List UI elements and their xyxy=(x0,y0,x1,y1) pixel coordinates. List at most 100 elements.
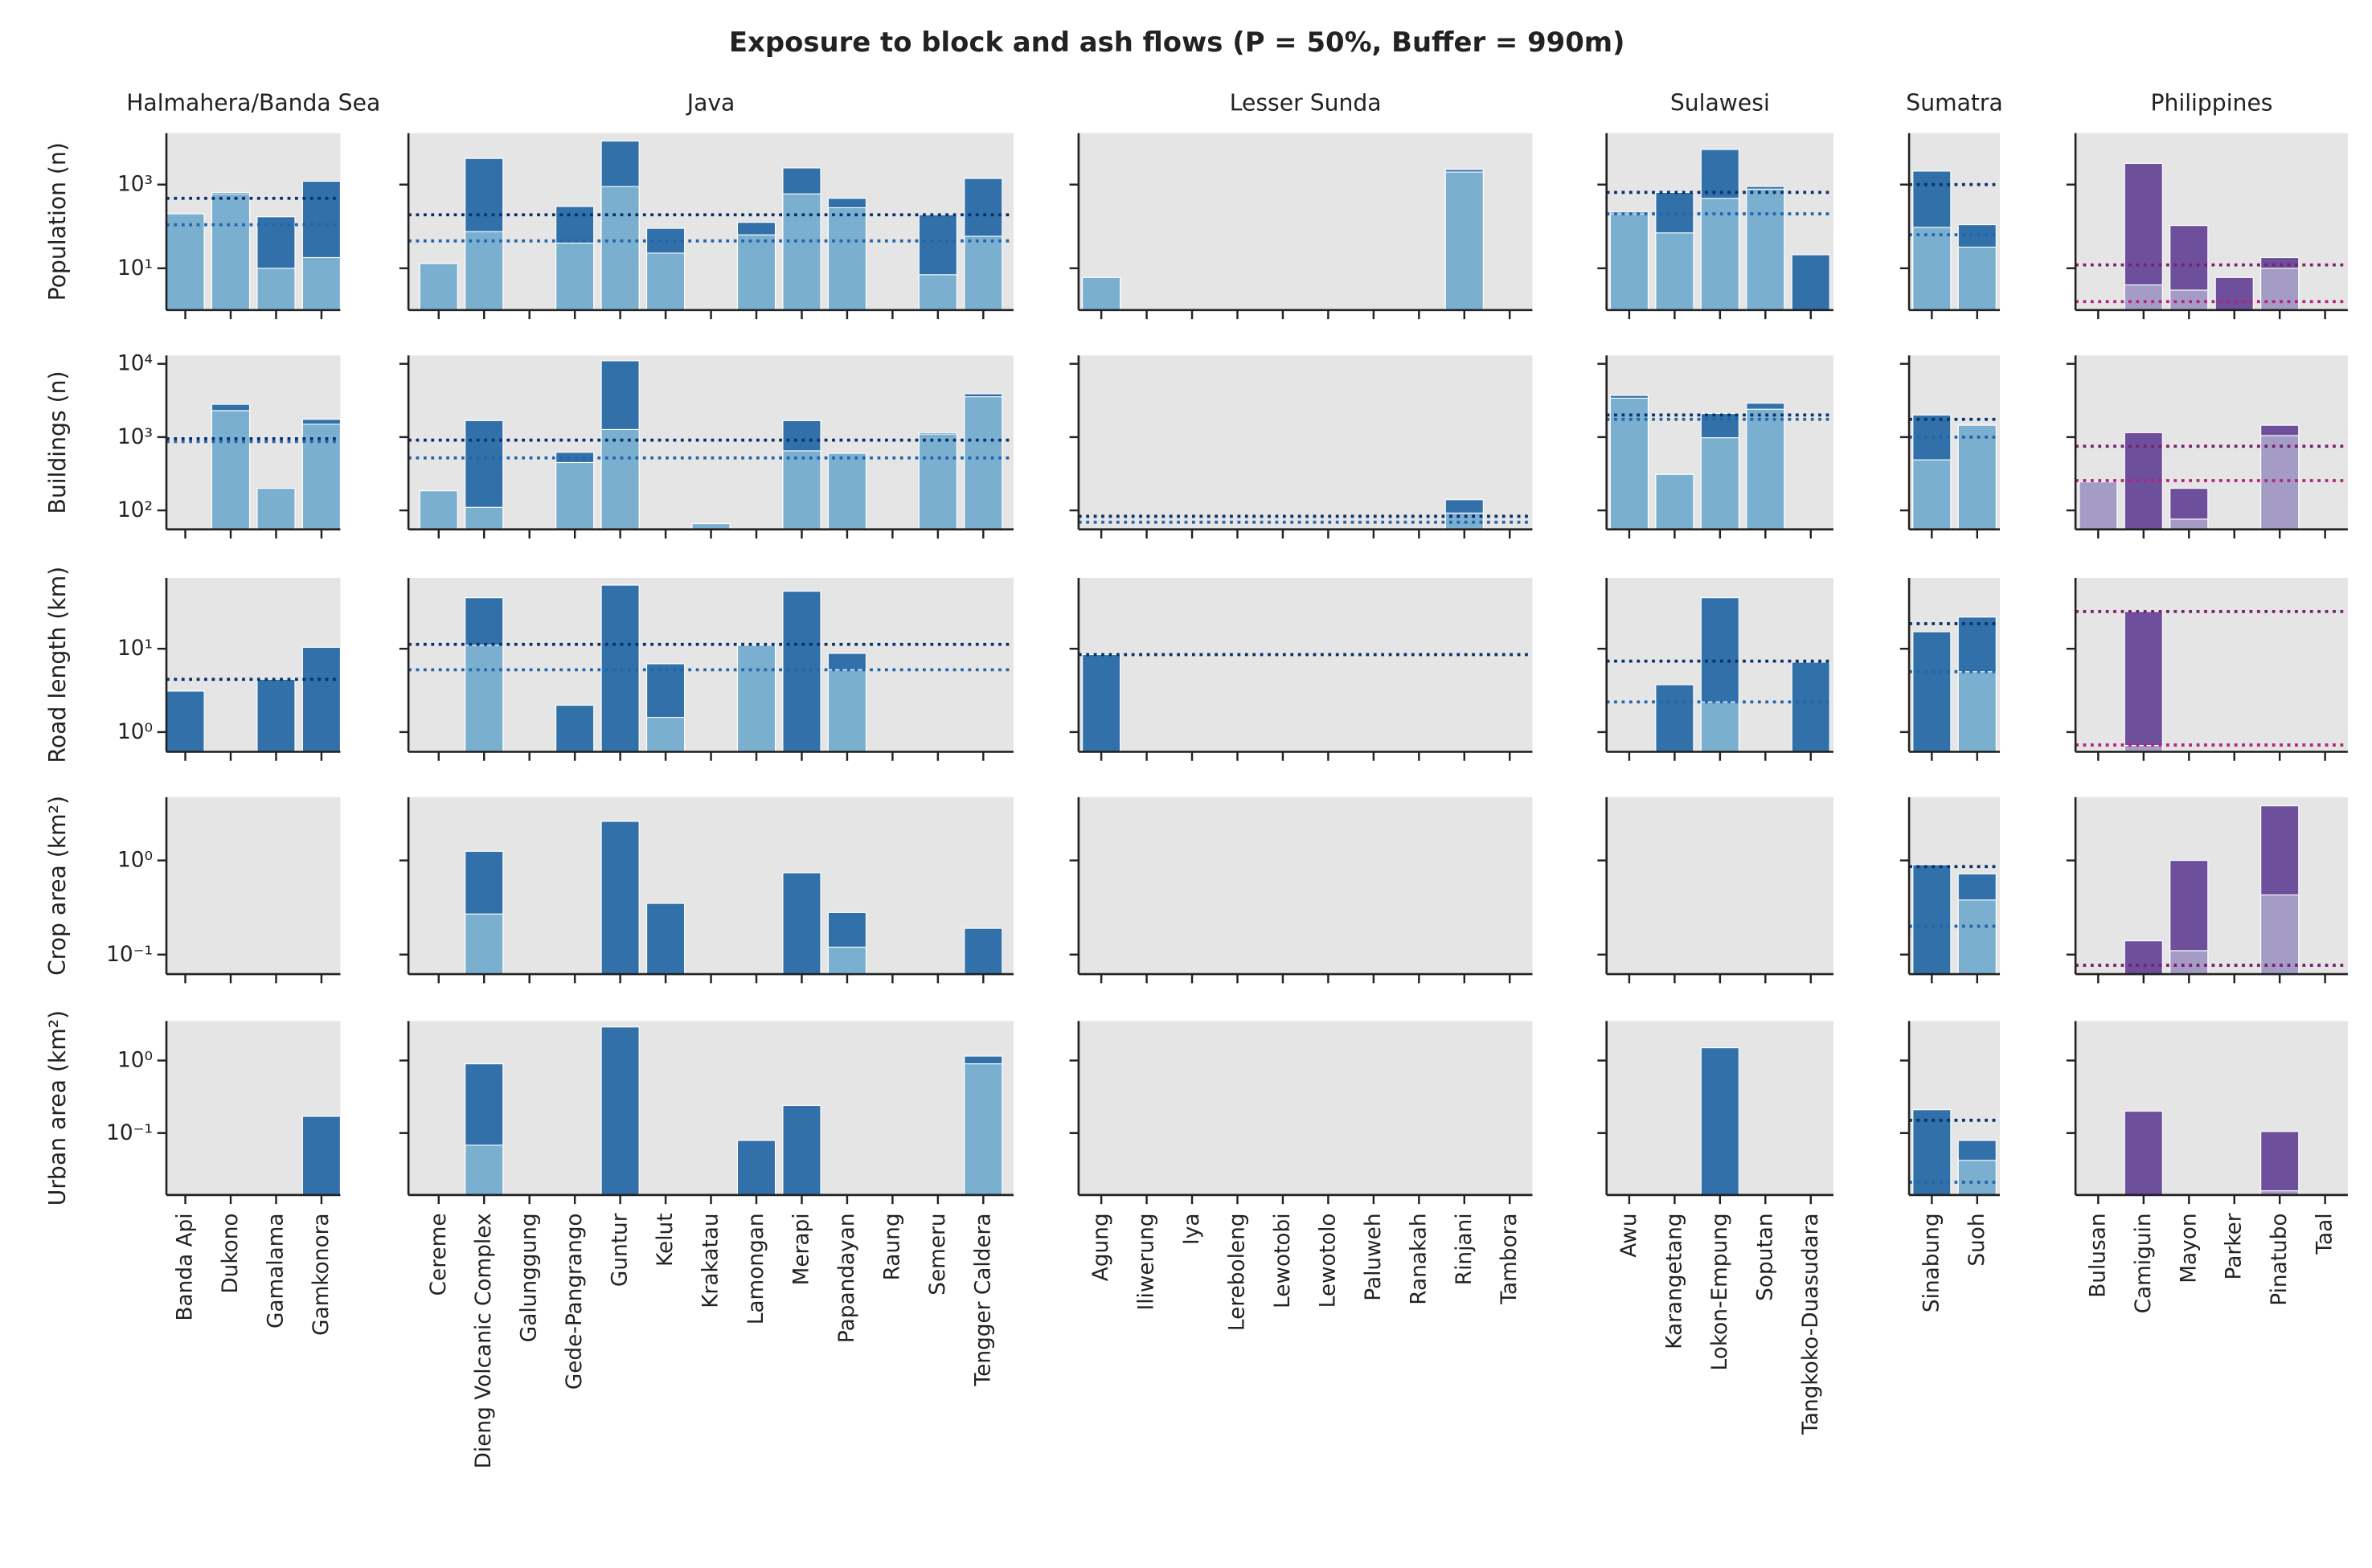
bar xyxy=(1957,246,1997,311)
bar xyxy=(600,186,640,311)
y-axis-label: Road length (km) xyxy=(44,567,71,764)
bar xyxy=(465,231,504,311)
bar xyxy=(1791,254,1830,311)
x-tick-label: Papandayan xyxy=(835,1213,859,1343)
bar xyxy=(166,690,205,752)
bar xyxy=(1655,473,1694,530)
y-axis-label: Urban area (km²) xyxy=(44,1010,71,1206)
bar xyxy=(1655,232,1694,311)
bar xyxy=(1444,171,1484,311)
bar xyxy=(645,903,686,975)
bar xyxy=(600,821,640,975)
y-tick-label: 10¹ xyxy=(117,637,153,661)
bar xyxy=(964,1063,1003,1196)
bar xyxy=(1912,631,1952,752)
bar xyxy=(600,1026,640,1196)
bar xyxy=(782,591,821,752)
bar xyxy=(256,488,296,530)
bar xyxy=(2260,268,2300,311)
bar xyxy=(600,428,640,530)
group-title: Java xyxy=(686,89,735,116)
x-tick-label: Tambora xyxy=(1497,1213,1522,1304)
bar xyxy=(1082,276,1121,311)
y-tick-label: 10⁴ xyxy=(117,352,153,376)
x-tick-label: Semeru xyxy=(926,1213,950,1295)
bar xyxy=(964,927,1003,975)
bar xyxy=(2214,276,2254,311)
x-tick-label: Awu xyxy=(1617,1213,1641,1257)
x-tick-label: Ranakah xyxy=(1407,1213,1431,1304)
x-tick-label: Tangkoko-Duasudara xyxy=(1799,1213,1823,1435)
x-tick-label: Sinabung xyxy=(1919,1213,1944,1312)
bar xyxy=(419,263,458,311)
x-tick-label: Gamalama xyxy=(264,1213,288,1329)
panel-background xyxy=(2075,577,2348,752)
x-tick-label: Krakatau xyxy=(699,1213,723,1308)
bar xyxy=(2124,940,2163,975)
bar xyxy=(1912,459,1952,530)
x-tick-label: Iya xyxy=(1180,1213,1204,1244)
panel-background xyxy=(408,577,1014,752)
x-tick-label: Karangetang xyxy=(1662,1213,1686,1349)
panel-background xyxy=(166,796,341,975)
bar xyxy=(2124,611,2163,752)
bar xyxy=(645,252,686,311)
bar xyxy=(1700,701,1739,752)
y-axis-label: Crop area (km²) xyxy=(44,796,71,976)
bar xyxy=(1700,437,1739,530)
y-tick-label: 10² xyxy=(117,498,153,522)
x-tick-label: Tengger Caldera xyxy=(971,1213,995,1386)
x-tick-label: Merapi xyxy=(789,1213,813,1285)
x-tick-label: Lewotobi xyxy=(1271,1213,1295,1308)
bar xyxy=(465,506,504,530)
x-tick-label: Parker xyxy=(2222,1213,2247,1279)
bar xyxy=(1700,198,1739,311)
x-tick-label: Mayon xyxy=(2177,1213,2201,1283)
bar xyxy=(166,213,205,311)
x-tick-label: Lewotolo xyxy=(1316,1213,1340,1308)
x-tick-label: Rinjani xyxy=(1452,1213,1477,1285)
x-tick-label: Lamongan xyxy=(744,1213,768,1324)
y-tick-label: 10³ xyxy=(117,173,153,197)
bar xyxy=(301,1116,342,1196)
bar xyxy=(555,704,595,752)
x-tick-label: Camiguin xyxy=(2132,1213,2156,1313)
bar xyxy=(555,461,595,530)
panel-background xyxy=(2075,355,2348,530)
panel-background xyxy=(2075,1021,2348,1195)
bar xyxy=(2124,1111,2163,1196)
panel-background xyxy=(408,355,1014,530)
bar xyxy=(918,274,957,311)
bar xyxy=(1082,653,1121,752)
y-axis-label: Buildings (n) xyxy=(44,371,71,514)
group-title: Sumatra xyxy=(1906,89,2003,116)
bar xyxy=(736,645,776,752)
bar xyxy=(827,946,867,975)
x-tick-label: Pinatubo xyxy=(2268,1213,2292,1305)
bar xyxy=(256,678,296,752)
bar xyxy=(2260,1131,2300,1196)
y-tick-label: 10⁻¹ xyxy=(106,1121,153,1145)
group-title: Sulawesi xyxy=(1670,89,1770,116)
bar xyxy=(465,645,504,752)
bar xyxy=(2124,284,2163,311)
bar xyxy=(1700,1047,1739,1196)
y-tick-label: 10³ xyxy=(117,425,153,449)
bar xyxy=(1912,227,1952,311)
y-tick-label: 10⁻¹ xyxy=(106,943,153,967)
bar xyxy=(465,913,504,975)
bar xyxy=(1957,424,1997,530)
y-tick-label: 10¹ xyxy=(117,256,153,280)
bar xyxy=(736,234,776,311)
bar xyxy=(964,235,1003,311)
chart-title: Exposure to block and ash flows (P = 50%… xyxy=(729,27,1625,58)
bar xyxy=(736,1140,776,1196)
bar xyxy=(1957,671,1997,752)
bar xyxy=(782,450,821,530)
x-tick-label: Gamkonora xyxy=(309,1213,334,1335)
y-tick-label: 10⁰ xyxy=(117,1049,153,1073)
panel-background xyxy=(1078,796,1533,975)
bar xyxy=(1791,661,1830,752)
x-tick-label: Agung xyxy=(1089,1213,1113,1281)
